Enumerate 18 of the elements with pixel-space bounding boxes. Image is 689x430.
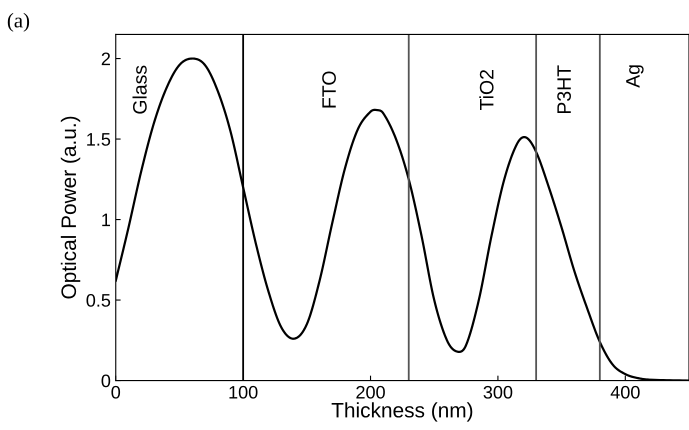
x-tick-label: 0 bbox=[111, 386, 120, 399]
annotation: Ag bbox=[626, 65, 644, 88]
annotation: Glass bbox=[132, 66, 147, 114]
annotation: TiO2 bbox=[479, 70, 494, 110]
y-tick-label: 0.5 bbox=[86, 294, 110, 307]
y-tick-label: 1.5 bbox=[87, 133, 110, 146]
text: (a) bbox=[8, 12, 30, 32]
x-tick-label: 400 bbox=[610, 386, 640, 399]
x-tick-label: 300 bbox=[484, 386, 512, 399]
y-tick-label: 0 bbox=[102, 374, 110, 388]
y-axis-title: Optical Power (a.u.) bbox=[60, 116, 80, 299]
y-tick-label: 2 bbox=[102, 52, 110, 66]
annotation: P3HT bbox=[557, 65, 571, 114]
x-axis-title: Thickness (nm) bbox=[332, 402, 472, 422]
x-tick-label: 100 bbox=[229, 386, 258, 399]
annotation: FTO bbox=[322, 71, 336, 108]
y-tick-label: 1 bbox=[102, 214, 110, 226]
x-tick-label: 200 bbox=[356, 386, 385, 399]
